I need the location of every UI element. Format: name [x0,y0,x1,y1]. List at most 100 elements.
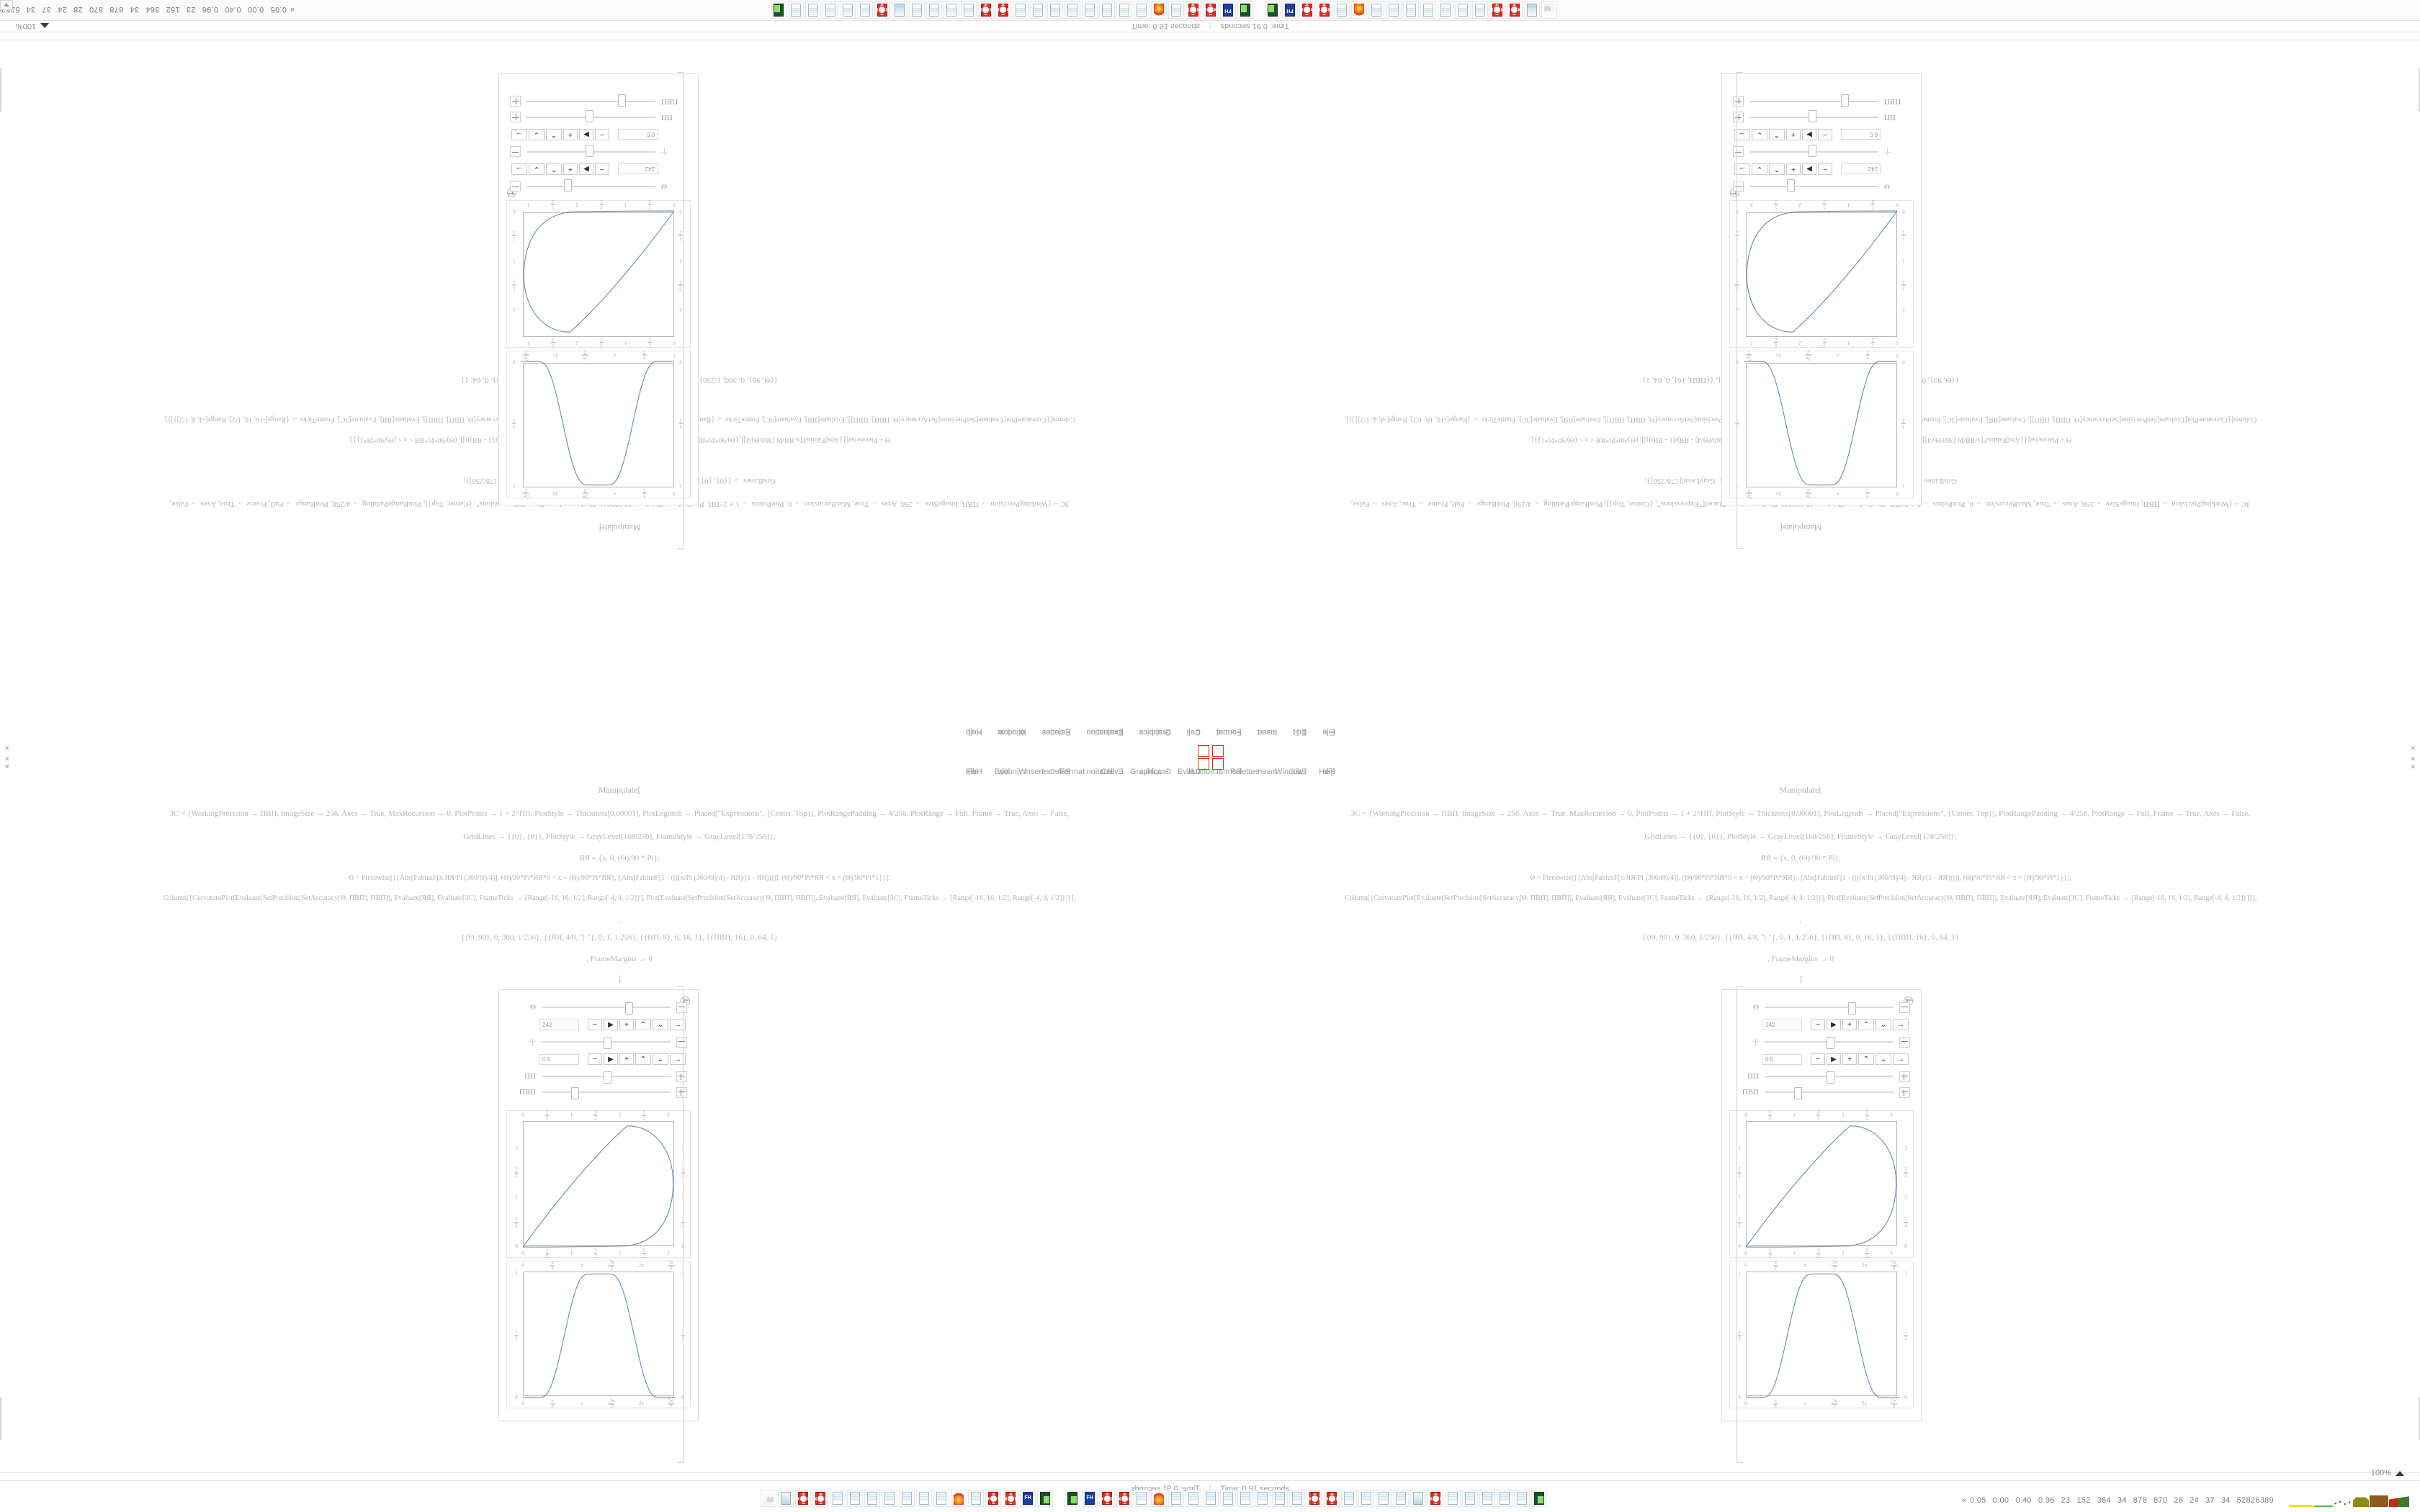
control-minus-button-1[interactable] [510,146,521,158]
slider-knob-3[interactable] [570,1087,579,1099]
taskbar-doc-icon[interactable] [830,1490,846,1507]
step-up-button-1[interactable]: ⌃ [1769,129,1785,140]
taskbar-red-icon[interactable] [995,1,1011,19]
taskbar-green-icon[interactable] [1237,1,1253,19]
control-value-field-1[interactable]: 0.5 [1841,129,1881,140]
step-up-button-1[interactable]: ⌃ [635,1053,651,1065]
decrement-button-0[interactable]: − [588,1019,602,1030]
play-button-0[interactable]: ▶ [604,1019,618,1030]
menu-item-graphics[interactable]: Graphics [1139,728,1171,737]
code-line-9[interactable]: ] [618,973,621,984]
taskbar-doc-icon[interactable] [1013,1,1028,19]
play-button-1[interactable]: ▶ [1827,1053,1841,1065]
step-up-button-0[interactable]: ⌃ [546,163,562,175]
step-up-button-1[interactable]: ⌃ [546,129,562,140]
code-line-0[interactable]: Manipulate[ [1779,523,1822,533]
manipulate-controls[interactable]: Ѳ 242− ▶ + ⌃ ⌄ → ·|· 0.5− ▶ + ⌃ ⌄ → ПП ПВП [503,994,694,1107]
slider-knob-1[interactable] [603,1037,611,1049]
taskbar-doc-icon[interactable] [1386,1,1402,19]
control-slider-3[interactable] [542,1087,671,1099]
code-line-1[interactable]: ЗС = {WorkingPrecision → ПВП, ImageSize … [1350,809,2251,818]
menubar-bottom-mirror[interactable]: File Edit Insert Format Cell Graphics Evaluati… [958,768,1343,776]
taskbar-doc2-icon[interactable] [778,1490,794,1507]
code-line-6[interactable]: , [618,916,621,924]
zoom-up-bottom-icon[interactable] [2396,1470,2404,1476]
taskbar-red-icon[interactable] [1307,1490,1322,1507]
increment-button-0[interactable]: + [1842,1019,1857,1030]
taskbar-doc-icon[interactable] [1438,1,1453,19]
close-marker-right-bottom2[interactable]: ✕ [2410,763,2416,770]
control-slider-1[interactable] [1749,145,1878,157]
plot-fabius-bump[interactable]: 0 0 π 2 π 2 π π 3π 2 3π 2 2π 2π 5π 2 5π 2 0 0 1 2 1 2 1 1 [1729,1260,1914,1409]
slider-knob-2[interactable] [1826,1071,1834,1084]
plot-fabius-bump[interactable]: 0 0 π 2 π 2 π π 3π 2 3π 2 2π 2π 5π 2 5π 2 0 0 1 2 1 2 1 1 [506,350,691,500]
close-marker-right-bottom[interactable]: ✕ [2410,755,2416,762]
step-up-button-0[interactable]: ⌃ [635,1019,651,1030]
taskbar-blue-icon[interactable] [1282,1,1298,19]
slider-knob-0[interactable] [624,1002,633,1014]
taskbar-doc-icon[interactable] [1420,1,1436,19]
slider-knob-3[interactable] [618,94,627,107]
control-slider-3[interactable] [1749,94,1878,107]
taskbar-doc-icon[interactable] [882,1490,897,1507]
scroll-mark-right[interactable] [2419,68,2420,112]
code-line-6[interactable]: , [1799,916,1802,924]
taskbar-blue-icon[interactable] [1220,1,1236,19]
code-line-8[interactable]: , FrameMargins → 0 [586,955,653,963]
taskbar-green-icon[interactable] [1265,1,1281,19]
control-slider-1[interactable] [526,145,655,157]
cell-bracket-tr[interactable] [1736,72,1743,549]
code-line-7[interactable]: {{Ѳ, 90}, 0, 360, 1/256}, {{ЯЯ, 4/8, "|·… [461,933,778,942]
menu-item-format[interactable]: Format [1059,768,1085,776]
taskbar-doc-icon[interactable] [1220,1490,1236,1507]
taskbar-doc-icon[interactable] [1255,1490,1270,1507]
play-button-0[interactable]: ▶ [579,163,593,175]
increment-button-1[interactable]: + [1786,129,1801,140]
menu-item-window[interactable]: Window [998,768,1026,776]
slider-knob-3[interactable] [1793,1087,1802,1099]
code-line-0[interactable]: Manipulate[ [1779,785,1822,795]
menu-item-insert[interactable]: Insert [1023,768,1044,776]
menu-item-evaluation[interactable]: Evaluation [1086,728,1124,737]
menubar-bottom[interactable]: File Edit Insert Format Cell Graphics Evaluati… [958,768,1343,776]
taskbar-flame-icon[interactable] [1351,1,1367,19]
taskbar-red-icon[interactable] [1116,1490,1132,1507]
control-plus-button-3[interactable] [510,96,521,107]
taskbar-cat-icon[interactable] [1541,1,1557,19]
taskbar-red-icon[interactable] [1299,1,1315,19]
code-line-2[interactable]: GridLines → {{0}, {0}}, PlotStyle → Gray… [463,832,776,841]
slider-knob-3[interactable] [1841,94,1850,107]
taskbar-doc-icon[interactable] [1289,1490,1305,1507]
control-minus-button-1[interactable] [676,1036,687,1048]
fast-forward-button-1[interactable]: → [670,1053,686,1065]
taskbar-doc2-icon[interactable] [1410,1490,1426,1507]
taskbar-doc-icon[interactable] [864,1490,880,1507]
taskbar-doc-icon[interactable] [1462,1490,1478,1507]
control-value-field-1[interactable]: 0.5 [539,1053,579,1065]
control-value-field-1[interactable]: 0.5 [618,129,658,140]
plot-fabius-bump[interactable]: 0 0 π 2 π 2 π π 3π 2 3π 2 2π 2π 5π 2 5π 2 0 0 1 2 1 2 1 1 [506,1260,691,1409]
taskbar-doc-icon[interactable] [1358,1490,1374,1507]
taskbar-doc-icon[interactable] [857,1,873,19]
control-slider-2[interactable] [1765,1071,1894,1084]
manipulate-controls[interactable]: Ѳ 242− ▶ + ⌃ ⌄ → ·|· 0.5− ▶ + ⌃ ⌄ → ПП ПВП [503,86,694,200]
taskbar-red-icon[interactable] [1324,1490,1340,1507]
fast-forward-button-1[interactable]: → [1893,1053,1909,1065]
taskbar-doc-icon[interactable] [1237,1490,1253,1507]
control-minus-button-0[interactable] [510,181,521,192]
code-line-4[interactable]: Ѳ = Piecewise[{{Abs[FabiusF[x/ЯЯ/Pi (360… [349,874,890,882]
taskbar-flame-icon[interactable] [951,1490,967,1507]
menu-item-evaluation[interactable]: Evaluation [1178,768,1215,776]
control-slider-3[interactable] [1765,1087,1894,1099]
code-line-3[interactable]: ЯЯ = {x, 0, (Ѳ)/90 * Pi}; [579,854,660,863]
control-minus-button-0[interactable] [676,1002,687,1013]
step-down-button-1[interactable]: ⌄ [653,1053,668,1065]
taskbar-doc-icon[interactable] [909,1,925,19]
step-down-button-0[interactable]: ⌄ [653,1019,668,1030]
control-plus-button-2[interactable] [510,112,521,123]
step-down-button-1[interactable]: ⌄ [529,129,544,140]
slider-knob-2[interactable] [1809,110,1817,122]
slider-knob-2[interactable] [586,110,594,122]
taskbar-green-icon[interactable] [1531,1490,1547,1507]
